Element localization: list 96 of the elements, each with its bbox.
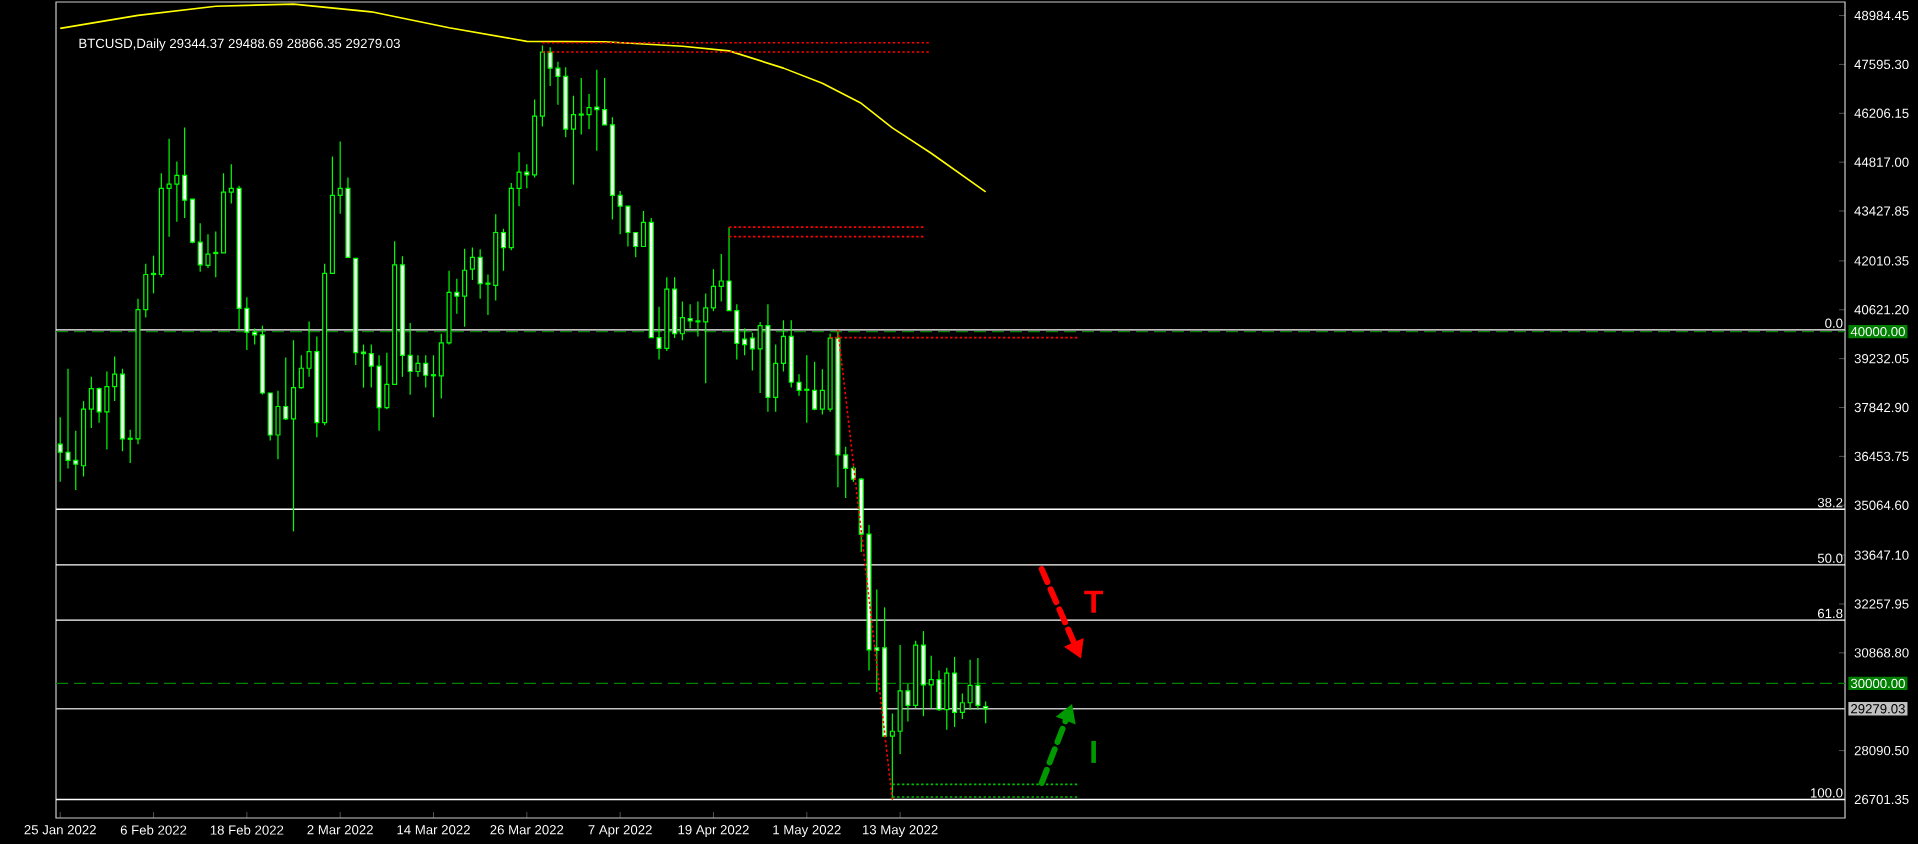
candlestick — [96, 387, 102, 424]
candlestick — [594, 69, 600, 152]
y-tick-label: 35064.60 — [1854, 500, 1909, 510]
candlestick — [796, 373, 802, 397]
candlestick — [166, 138, 172, 238]
candlestick — [283, 356, 289, 421]
annotation: 0.0 — [1825, 318, 1843, 328]
candlestick — [516, 151, 522, 207]
y-tick-label: 30868.80 — [1854, 648, 1909, 658]
candlestick — [360, 343, 367, 389]
candlestick — [602, 77, 608, 126]
candlestick — [547, 46, 553, 87]
candlestick — [500, 228, 507, 272]
candlestick — [843, 446, 849, 499]
annotation: 61.8 — [1817, 608, 1843, 619]
candlestick — [57, 416, 63, 483]
candlestick — [368, 343, 374, 389]
x-tick-label: 1 May 2022 — [773, 825, 841, 837]
candlestick — [174, 160, 180, 223]
candlestick — [112, 355, 118, 402]
candlestick — [430, 354, 437, 418]
candlestick — [384, 352, 390, 410]
y-tick-label: 43427.85 — [1854, 206, 1909, 216]
candlestick — [975, 657, 981, 711]
candlestick — [749, 332, 755, 371]
candlestick — [695, 300, 701, 338]
candlestick — [524, 163, 530, 189]
candlestick — [757, 321, 763, 394]
candlestick — [151, 255, 157, 294]
candlestick — [337, 140, 343, 215]
candlestick — [804, 354, 810, 424]
candlestick — [819, 368, 825, 416]
candlestick — [812, 361, 818, 411]
y-tick-label: 37842.90 — [1854, 402, 1909, 413]
candlestick — [73, 430, 79, 491]
x-tick-label: 14 Mar 2022 — [397, 825, 470, 835]
x-tick-label: 13 May 2022 — [862, 825, 938, 837]
y-tick-label: 40621.20 — [1854, 305, 1909, 315]
candlestick — [485, 273, 491, 316]
ref-line-label: 29279.03 — [1851, 704, 1905, 714]
candlestick — [710, 268, 717, 312]
annotation: 38.2 — [1817, 497, 1843, 508]
candlestick — [959, 692, 965, 720]
y-tick-label: 46206.15 — [1854, 108, 1909, 118]
candlestick — [905, 683, 911, 723]
candlestick — [555, 61, 561, 106]
candlestick — [889, 712, 895, 801]
candlestick — [586, 93, 592, 130]
candlestick — [570, 95, 577, 186]
y-tick-label: 48984.45 — [1854, 10, 1909, 21]
y-tick-label: 42010.35 — [1854, 256, 1909, 266]
candlestick — [88, 376, 94, 429]
x-tick-label: 6 Feb 2022 — [120, 825, 187, 835]
candlestick — [983, 700, 989, 724]
candlestick — [617, 190, 623, 235]
x-tick-label: 26 Mar 2022 — [490, 825, 564, 835]
y-tick-label: 28090.50 — [1854, 745, 1909, 756]
candlestick — [703, 292, 709, 384]
annotation: I — [1091, 740, 1096, 763]
candlestick — [578, 77, 584, 136]
candlestick — [306, 320, 312, 378]
annotation: 50.0 — [1817, 553, 1843, 563]
candlestick — [718, 253, 724, 303]
x-tick-label: 2 Mar 2022 — [307, 825, 373, 835]
candlestick — [679, 300, 685, 341]
x-tick-label: 25 Jan 2022 — [24, 825, 96, 835]
candlestick — [197, 222, 203, 273]
y-tick-label: 32257.95 — [1854, 599, 1909, 609]
candlestick — [454, 278, 460, 315]
annotation: 100.0 — [1810, 788, 1843, 798]
y-tick-label: 26701.35 — [1854, 794, 1909, 805]
y-tick-label: 44817.00 — [1854, 157, 1909, 167]
x-tick-label: 18 Feb 2022 — [210, 825, 284, 835]
candlestick — [65, 368, 71, 470]
x-tick-label: 19 Apr 2022 — [678, 825, 749, 837]
candlestick — [423, 354, 429, 389]
y-tick-label: 39232.05 — [1854, 353, 1909, 364]
candlestick — [633, 231, 639, 258]
candlestick — [205, 233, 211, 269]
candlestick — [298, 354, 304, 390]
candlestick — [928, 655, 934, 709]
candlestick — [213, 230, 219, 278]
y-tick-label: 33647.10 — [1854, 550, 1909, 560]
candlestick — [967, 659, 973, 711]
candlestick — [127, 429, 133, 464]
candlestick — [415, 354, 421, 378]
annotation: T — [1084, 590, 1104, 613]
candlestick — [469, 247, 475, 281]
y-tick-label: 36453.75 — [1854, 451, 1909, 462]
ref-line-label: 40000.00 — [1850, 326, 1905, 337]
line-series — [59, 3, 987, 193]
candlestick — [228, 163, 234, 205]
text: BTCUSD,Daily 29344.37 29488.69 28866.35 29279.03 — [79, 38, 400, 51]
ref-line-label: 30000.00 — [1850, 678, 1905, 689]
x-tick-label: 7 Apr 2022 — [588, 825, 652, 837]
y-tick-label: 47595.30 — [1854, 59, 1909, 70]
